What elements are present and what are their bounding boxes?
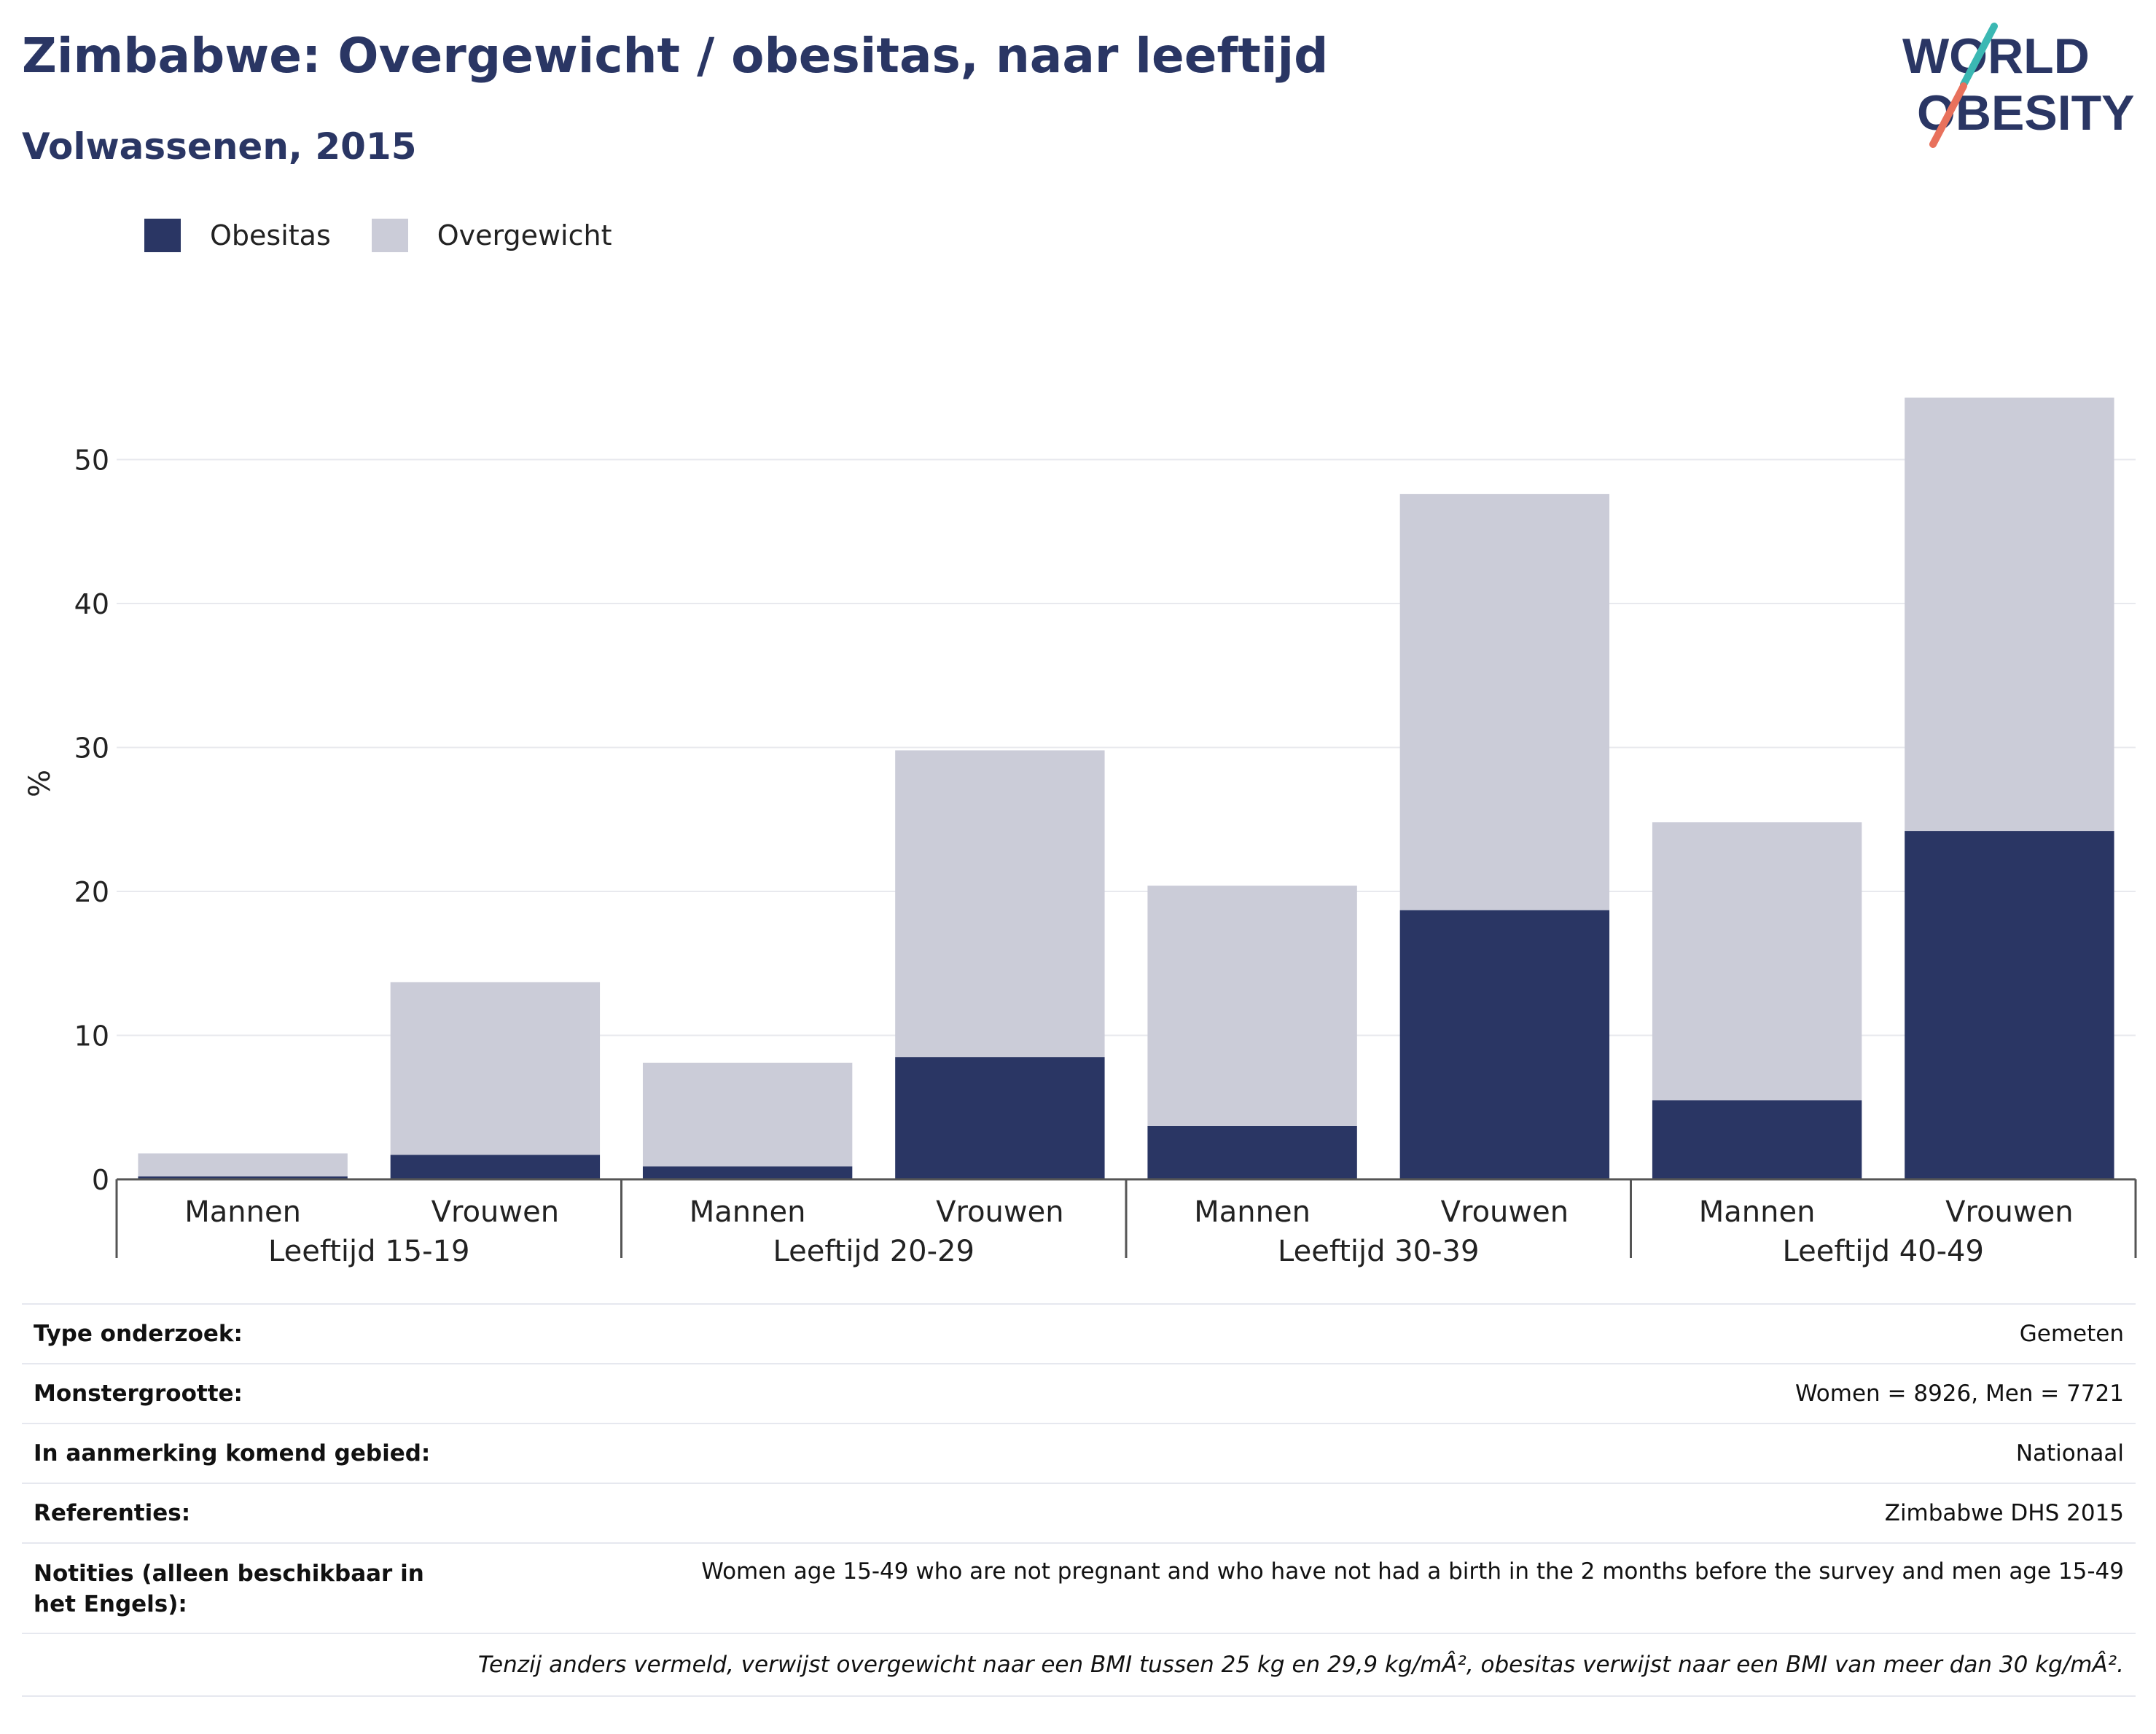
info-value: Nationaal [2015, 1440, 2124, 1467]
bar-overgewicht-7 [1652, 822, 1862, 1101]
y-axis-label: % [23, 770, 57, 797]
bar-obesitas-8 [1905, 831, 2114, 1179]
legend-swatch-obesitas [144, 219, 181, 252]
legend-item-obesitas[interactable]: Obesitas [144, 219, 331, 252]
info-value: Women age 15-49 who are not pregnant and… [701, 1558, 2124, 1585]
x-tick-label: Vrouwen [936, 1195, 1063, 1229]
x-tick-label: Mannen [1699, 1195, 1816, 1229]
legend-item-overgewicht[interactable]: Overgewicht [371, 219, 612, 252]
x-tick-label: Vrouwen [1945, 1195, 2073, 1229]
chart-subtitle: Volwassenen, 2015 [22, 125, 417, 168]
bar-overgewicht-2 [390, 982, 601, 1155]
y-tick-label: 10 [74, 1020, 109, 1052]
bmi-note: Tenzij anders vermeld, verwijst overgewi… [22, 1633, 2136, 1697]
bar-obesitas-7 [1652, 1100, 1862, 1179]
y-tick-label: 30 [74, 733, 109, 765]
group-label: Leeftijd 30-39 [1278, 1235, 1479, 1268]
legend: Obesitas Overgewicht [144, 217, 653, 254]
chart-title: Zimbabwe: Overgewicht / obesitas, naar l… [22, 28, 1329, 84]
bar-chart: 0 10 20 30 40 50% Mannen Vrouwen Mannen Vrouwen Ma… [23, 397, 2137, 1268]
info-table: Type onderzoek: Gemeten Monstergrootte: … [22, 1303, 2136, 1697]
bar-obesitas-1 [138, 1176, 348, 1179]
info-label: Notities (alleen beschikbaar in het Enge… [34, 1561, 424, 1617]
y-tick-label: 40 [74, 588, 109, 620]
bar-overgewicht-5 [1147, 886, 1357, 1126]
info-row-notes: Notities (alleen beschikbaar in het Enge… [22, 1542, 2136, 1633]
bar-overgewicht-1 [138, 1153, 348, 1177]
info-row-area: In aanmerking komend gebied: Nationaal [22, 1423, 2136, 1483]
info-row-type: Type onderzoek: Gemeten [22, 1303, 2136, 1363]
world-obesity-logo: WORLD OBESITY [1902, 23, 2135, 148]
info-label: Monstergrootte: [34, 1380, 243, 1407]
y-tick-label: 0 [92, 1164, 109, 1196]
logo-slash-teal [1960, 23, 1998, 88]
group-label: Leeftijd 15-19 [268, 1235, 469, 1268]
x-tick-label: Mannen [1194, 1195, 1311, 1229]
bar-overgewicht-8 [1905, 397, 2114, 832]
logo-word-1: WORLD [1902, 28, 2090, 84]
info-label: Referenties: [34, 1500, 191, 1526]
y-tick-label: 20 [74, 876, 109, 908]
legend-swatch-overgewicht [371, 219, 408, 252]
bar-obesitas-5 [1147, 1125, 1357, 1179]
bar-obesitas-2 [390, 1155, 601, 1179]
info-label: Type onderzoek: [34, 1321, 243, 1347]
bar-overgewicht-4 [895, 750, 1105, 1058]
legend-label-obesitas: Obesitas [210, 219, 331, 251]
group-label: Leeftijd 40-49 [1783, 1235, 1984, 1268]
bar-overgewicht-3 [642, 1063, 853, 1167]
x-tick-label: Mannen [184, 1195, 301, 1229]
info-row-references: Referenties: Zimbabwe DHS 2015 [22, 1483, 2136, 1542]
group-label: Leeftijd 20-29 [773, 1235, 975, 1268]
y-tick-label: 50 [74, 445, 109, 477]
info-value: Zimbabwe DHS 2015 [1884, 1500, 2124, 1526]
legend-label-overgewicht: Overgewicht [437, 219, 612, 251]
info-row-sample: Monstergrootte: Women = 8926, Men = 7721 [22, 1363, 2136, 1423]
info-value: Women = 8926, Men = 7721 [1794, 1380, 2124, 1407]
bar-obesitas-3 [642, 1166, 853, 1179]
bar-overgewicht-6 [1399, 493, 1610, 910]
logo-slash-coral [1929, 82, 1967, 148]
x-tick-label: Vrouwen [1441, 1195, 1569, 1229]
x-tick-label: Vrouwen [431, 1195, 559, 1229]
bar-obesitas-4 [895, 1057, 1105, 1179]
x-tick-label: Mannen [690, 1195, 806, 1229]
info-value: Gemeten [2019, 1321, 2124, 1347]
bar-obesitas-6 [1399, 910, 1610, 1179]
info-label: In aanmerking komend gebied: [34, 1440, 431, 1467]
